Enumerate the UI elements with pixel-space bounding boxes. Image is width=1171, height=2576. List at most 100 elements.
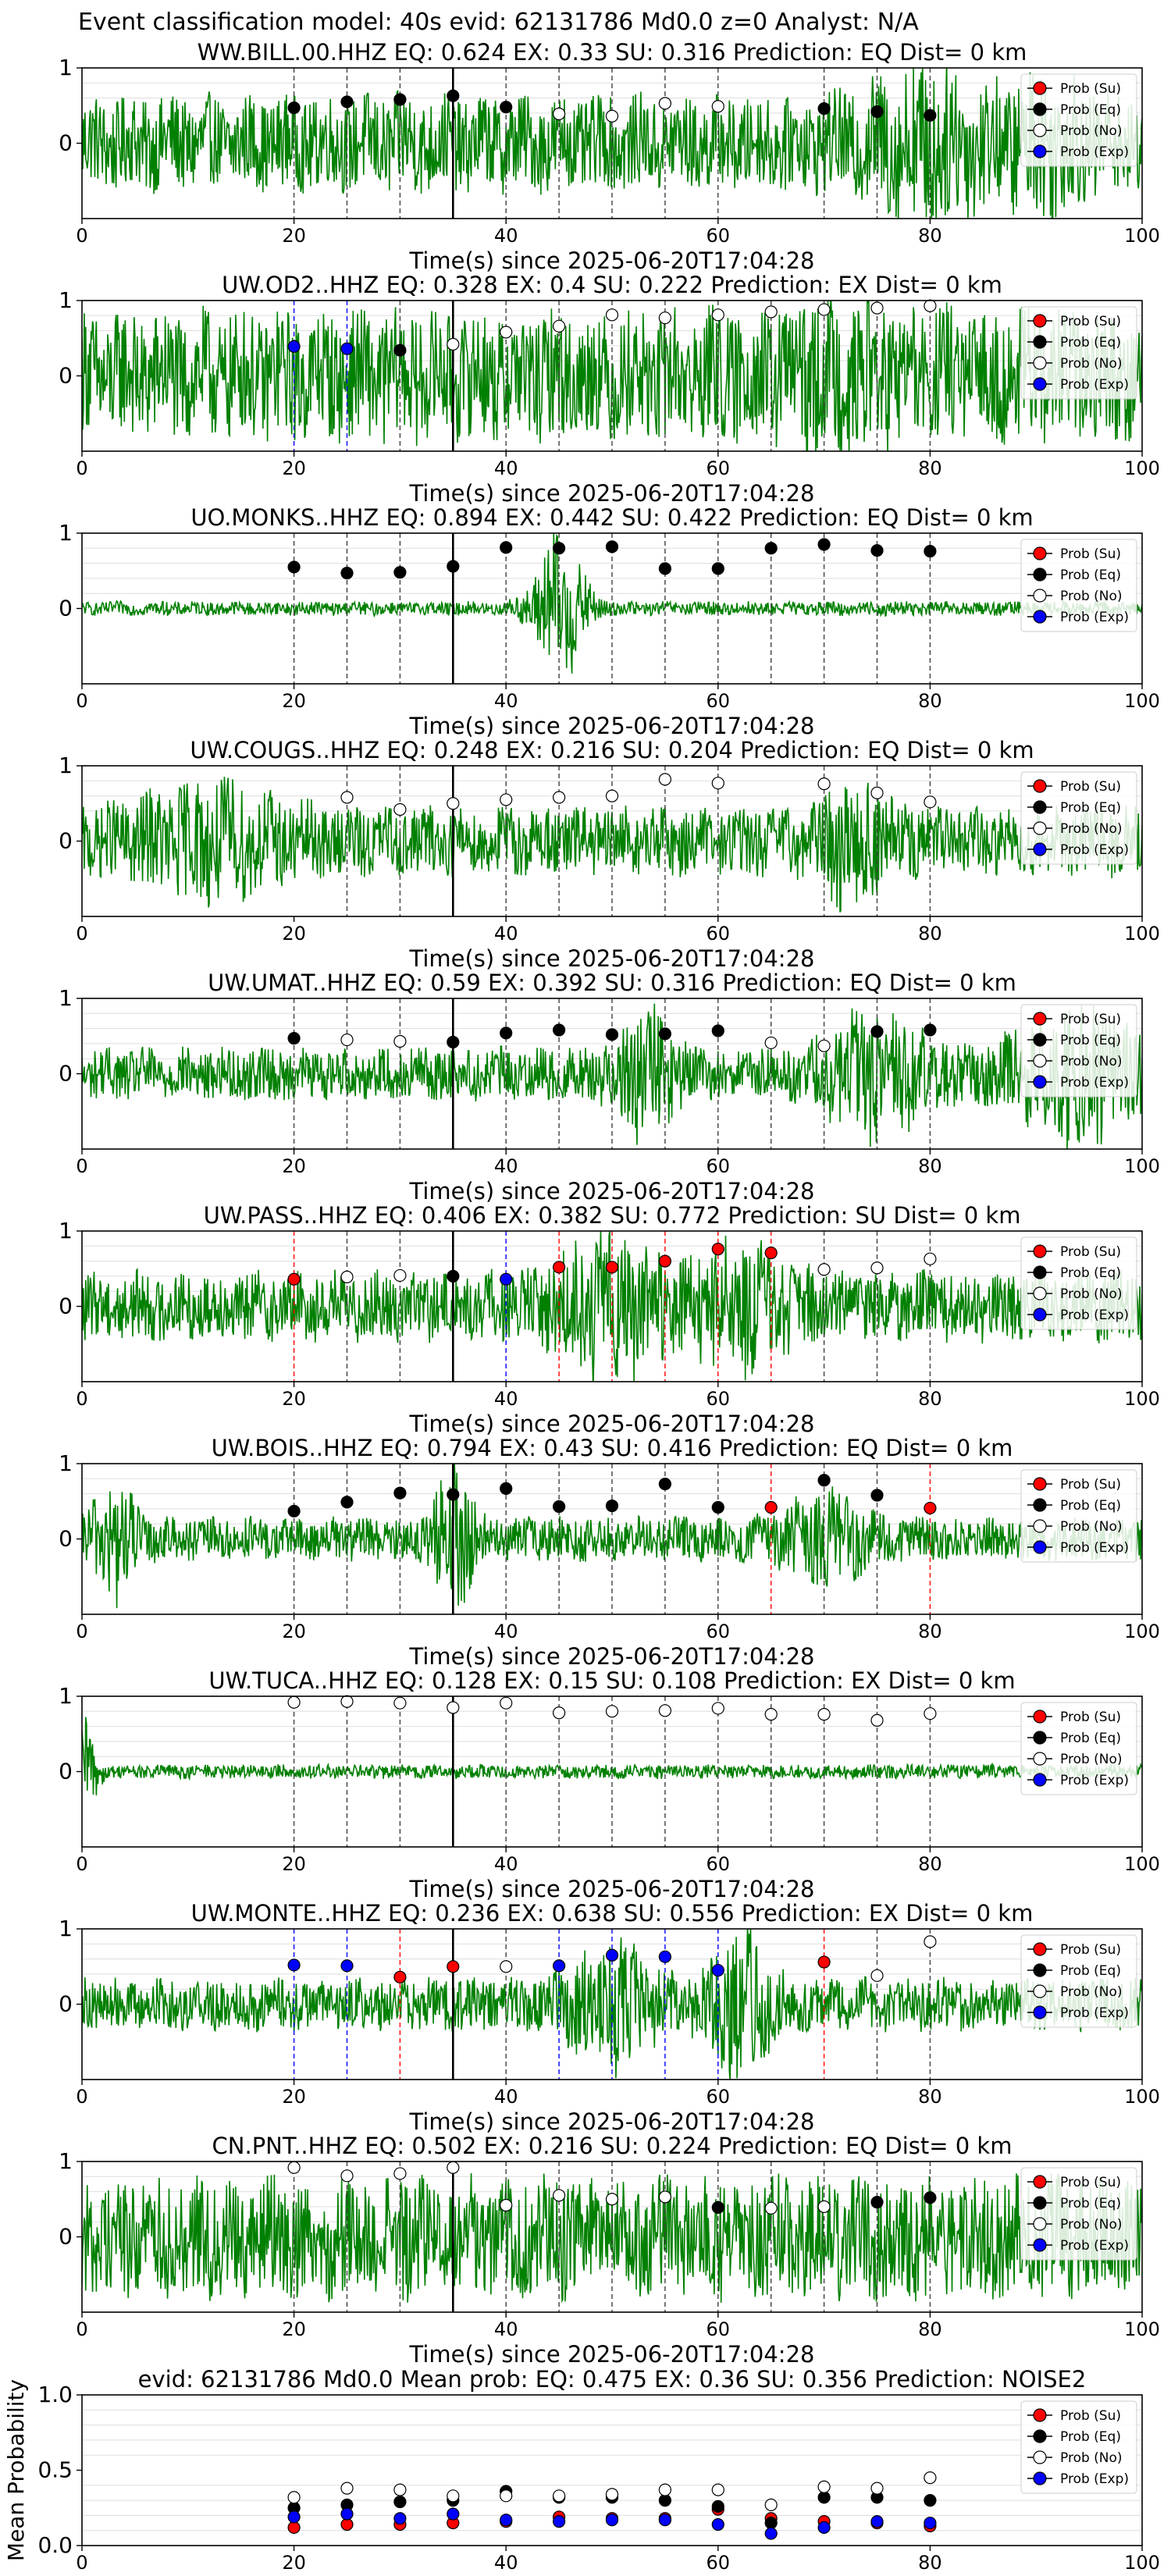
mean-marker-no [924,2471,937,2485]
panel-title: UW.TUCA..HHZ EQ: 0.128 EX: 0.15 SU: 0.10… [208,1667,1015,1694]
prob-marker-no [287,2161,301,2174]
prob-marker-no [605,2193,619,2206]
prob-marker-eq [287,101,301,115]
legend-marker-exp [1033,1773,1047,1787]
prob-marker-eq [393,566,407,579]
x-tick-label: 20 [282,225,306,247]
x-tick-label: 60 [707,1155,731,1177]
station-panel: UW.MONTE..HHZ EQ: 0.236 EX: 0.638 SU: 0.… [59,1900,1160,2135]
legend-label-exp: Prob (Exp) [1060,2238,1129,2254]
prob-marker-eq [817,1474,831,1487]
mean-marker-no [658,2483,672,2496]
x-tick-label: 80 [918,2086,942,2108]
y-tick-label: 1 [59,753,73,778]
legend-marker-su [1033,1942,1047,1956]
legend-marker-exp [1033,842,1047,856]
x-axis-label: Time(s) since 2025-06-20T17:04:28 [409,1643,815,1670]
x-tick-label: 20 [282,2318,306,2340]
mean-marker-exp [817,2521,831,2534]
legend-box [1020,1004,1137,1098]
prob-marker-no [817,1263,831,1276]
legend-marker-su [1033,1244,1047,1258]
mean-marker-exp [711,2517,724,2532]
prob-marker-no [447,1701,460,1714]
waveform-trace [82,1717,1142,1796]
legend-marker-eq [1033,102,1047,116]
legend-marker-no [1033,1054,1047,1068]
prob-marker-eq [500,101,513,114]
y-tick-label: 0 [59,2224,73,2250]
legend-label-exp: Prob (Exp) [1060,1540,1129,1556]
prob-marker-eq [287,1504,301,1517]
legend-marker-exp [1033,2238,1047,2252]
prob-marker-eq [924,109,937,122]
prob-marker-eq [658,1477,672,1491]
legend-box [1020,1702,1137,1795]
prob-marker-exp [658,1950,672,1963]
legend-label-su: Prob (Su) [1060,314,1121,329]
prob-marker-no [552,319,566,333]
x-tick-label: 60 [707,1388,731,1410]
mean-probability-panel: evid: 62131786 Md0.0 Mean prob: EQ: 0.47… [3,2366,1160,2574]
legend-label-exp: Prob (Exp) [1060,1308,1129,1323]
legend-marker-eq [1033,568,1047,582]
legend-label-exp: Prob (Exp) [1060,610,1129,625]
prob-marker-su [711,1243,724,1256]
station-panel: CN.PNT..HHZ EQ: 0.502 EX: 0.216 SU: 0.22… [59,2133,1160,2368]
x-tick-label: 20 [282,1853,306,1875]
legend-label-no: Prob (No) [1060,1752,1123,1767]
prob-marker-no [924,795,937,809]
legend-marker-exp [1033,2005,1047,2019]
x-tick-label: 0 [76,1853,87,1875]
prob-marker-exp [287,1959,301,1972]
legend-marker-eq [1033,800,1047,814]
y-tick-label: 0 [59,828,73,854]
station-panel: UW.OD2..HHZ EQ: 0.328 EX: 0.4 SU: 0.222 … [59,272,1160,507]
mean-marker-exp [658,2514,672,2527]
panel-title: UW.BOIS..HHZ EQ: 0.794 EX: 0.43 SU: 0.41… [212,1435,1013,1461]
prob-marker-no [711,308,724,322]
x-tick-label: 40 [494,690,518,712]
prob-marker-eq [447,1488,460,1501]
prob-marker-eq [393,343,407,357]
x-tick-label: 60 [707,2086,731,2108]
x-tick-label: 80 [918,923,942,945]
prob-marker-no [658,1704,672,1717]
y-tick-label: 0.5 [37,2457,73,2483]
mean-marker-no [500,2489,513,2503]
legend-marker-exp [1033,377,1047,391]
prob-marker-eq [870,1025,884,1038]
prob-marker-eq [924,1023,937,1037]
prob-marker-no [711,777,724,790]
x-tick-label: 60 [707,690,731,712]
legend-box [1020,2167,1137,2261]
x-axis-label: Time(s) since 2025-06-20T17:04:28 [409,247,815,274]
prob-marker-no [870,301,884,315]
legend-label-eq: Prob (Eq) [1060,2196,1121,2211]
prob-marker-no [500,2198,513,2212]
legend-marker-no [1033,1984,1047,1998]
mean-marker-eq [393,2495,407,2509]
prob-marker-no [764,1036,778,1050]
legend-label-no: Prob (No) [1060,821,1123,837]
x-axis-label: Time(s) since 2025-06-20T17:04:28 [409,1411,815,1437]
mean-marker-no [552,2489,566,2503]
x-tick-label: 20 [282,2552,306,2574]
prob-marker-exp [287,340,301,353]
prob-marker-no [500,1696,513,1710]
x-tick-label: 40 [494,2086,518,2108]
mean-marker-no [711,2483,724,2496]
legend-box [1020,2400,1137,2494]
mean-marker-exp [870,2515,884,2528]
prob-marker-eq [340,567,354,580]
prob-marker-no [605,1705,619,1718]
legend-marker-eq [1033,2429,1047,2443]
legend-label-exp: Prob (Exp) [1060,842,1129,858]
legend-marker-exp [1033,1308,1047,1322]
prob-marker-su [924,1501,937,1515]
station-panel: UW.PASS..HHZ EQ: 0.406 EX: 0.382 SU: 0.7… [59,1202,1160,1437]
mean-marker-exp [340,2507,354,2521]
legend-label-no: Prob (No) [1060,2217,1123,2233]
legend-marker-su [1033,779,1047,793]
prob-marker-no [500,326,513,339]
